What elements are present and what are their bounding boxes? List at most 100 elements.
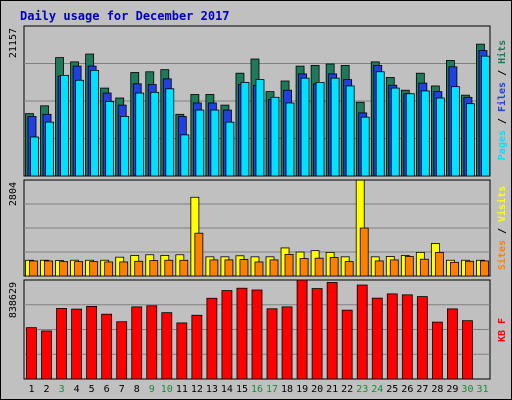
bar-pages-day-25: [390, 87, 400, 177]
x-tick-label-4: 4: [74, 384, 80, 395]
bar-pages-day-9: [150, 91, 160, 177]
bar-sites-day-9: [149, 260, 159, 277]
bar-pages-day-14: [225, 121, 235, 177]
bar-kbytes-day-29: [447, 308, 458, 380]
x-tick-label-31: 31: [476, 384, 488, 395]
bar-sites-day-5: [89, 261, 99, 277]
bar-pages-day-29: [451, 86, 460, 177]
bar-pages-day-20: [315, 82, 325, 177]
bar-sites-day-18: [284, 254, 294, 277]
bar-sites-day-3: [59, 261, 68, 277]
bar-pages-day-6: [105, 101, 115, 177]
bar-sites-day-2: [44, 260, 53, 277]
x-tick-label-30: 30: [461, 384, 473, 395]
bar-pages-day-5: [90, 69, 100, 177]
bar-pages-day-30: [466, 103, 475, 177]
bar-kbytes-day-18: [281, 306, 293, 380]
bar-kbytes-day-11: [176, 322, 188, 380]
bar-sites-day-21: [329, 257, 339, 277]
x-tick-label-17: 17: [266, 384, 278, 395]
bar-kbytes-day-16: [251, 289, 263, 380]
x-tick-label-19: 19: [296, 384, 308, 395]
x-tick-label-3: 3: [59, 384, 65, 395]
bar-pages-day-24: [375, 71, 385, 177]
bar-sites-day-25: [389, 259, 399, 277]
bar-kbytes-day-30: [462, 320, 473, 380]
bar-kbytes-day-24: [371, 297, 383, 380]
x-tick-label-9: 9: [149, 384, 155, 395]
bar-pages-day-4: [75, 79, 84, 177]
series-legend-visits-sites: Sites / Visits: [496, 186, 508, 270]
bar-pages-day-3: [60, 74, 69, 177]
x-tick-label-23: 23: [356, 384, 368, 395]
bar-pages-day-18: [285, 102, 295, 177]
bar-sites-day-13: [209, 259, 219, 277]
bar-pages-day-23: [360, 116, 370, 177]
x-tick-label-25: 25: [386, 384, 398, 395]
x-tick-label-16: 16: [251, 384, 263, 395]
x-tick-label-15: 15: [236, 384, 248, 395]
x-tick-label-1: 1: [29, 384, 35, 395]
y-max-label-hits-files-pages: 21157: [8, 28, 19, 58]
x-tick-label-7: 7: [119, 384, 125, 395]
x-tick-label-6: 6: [104, 384, 110, 395]
y-max-label-visits-sites: 2804: [8, 182, 19, 206]
bar-sites-day-28: [434, 251, 444, 277]
bar-sites-day-16: [254, 261, 264, 277]
x-tick-label-21: 21: [326, 384, 338, 395]
bar-pages-day-16: [255, 79, 265, 177]
bar-sites-day-26: [404, 256, 414, 277]
bar-sites-day-8: [134, 260, 144, 277]
bar-sites-day-6: [104, 261, 114, 277]
x-tick-label-11: 11: [176, 384, 188, 395]
bar-sites-day-30: [465, 260, 474, 277]
x-tick-label-24: 24: [371, 384, 383, 395]
bar-sites-day-20: [314, 257, 324, 277]
bar-kbytes-day-10: [161, 312, 173, 380]
x-tick-label-14: 14: [221, 384, 233, 395]
bar-pages-day-7: [120, 116, 130, 177]
bar-kbytes-day-22: [341, 309, 353, 380]
series-legend-kbytes: KB F: [497, 318, 508, 342]
x-tick-label-26: 26: [401, 384, 413, 395]
bar-sites-day-19: [299, 258, 309, 277]
bar-pages-day-8: [135, 92, 145, 177]
bar-kbytes-day-9: [146, 305, 158, 380]
x-tick-label-13: 13: [206, 384, 218, 395]
bar-kbytes-day-28: [431, 321, 443, 380]
bar-sites-day-7: [119, 261, 129, 277]
bar-kbytes-day-5: [86, 305, 98, 380]
bar-sites-day-11: [179, 259, 189, 277]
bar-kbytes-day-1: [26, 327, 37, 380]
x-tick-label-27: 27: [416, 384, 428, 395]
bar-kbytes-day-27: [416, 296, 428, 380]
bar-sites-day-14: [224, 259, 234, 277]
x-tick-label-12: 12: [191, 384, 203, 395]
bar-pages-day-12: [195, 109, 205, 177]
x-tick-label-5: 5: [89, 384, 95, 395]
bar-sites-day-15: [239, 259, 249, 277]
x-tick-label-18: 18: [281, 384, 293, 395]
bar-kbytes-day-19: [296, 279, 308, 380]
bar-sites-day-10: [164, 259, 174, 277]
bar-kbytes-day-25: [386, 293, 398, 380]
bar-kbytes-day-3: [56, 308, 67, 380]
bar-kbytes-day-14: [221, 290, 233, 380]
bar-pages-day-11: [180, 134, 190, 177]
bar-pages-day-1: [30, 136, 39, 177]
bar-kbytes-day-26: [401, 294, 413, 380]
bar-sites-day-31: [480, 260, 489, 277]
bar-sites-day-23: [359, 227, 369, 277]
x-tick-label-2: 2: [44, 384, 50, 395]
bar-kbytes-day-12: [191, 314, 203, 380]
bar-kbytes-day-21: [326, 282, 338, 380]
bar-pages-day-10: [165, 88, 175, 177]
series-legend-hits-files-pages: Pages / Files / Hits: [496, 40, 508, 160]
bar-pages-day-31: [481, 55, 490, 177]
bar-pages-day-2: [45, 121, 54, 177]
x-tick-label-10: 10: [161, 384, 173, 395]
bar-kbytes-day-13: [206, 297, 218, 380]
x-tick-label-29: 29: [446, 384, 458, 395]
bar-kbytes-day-20: [311, 288, 323, 380]
